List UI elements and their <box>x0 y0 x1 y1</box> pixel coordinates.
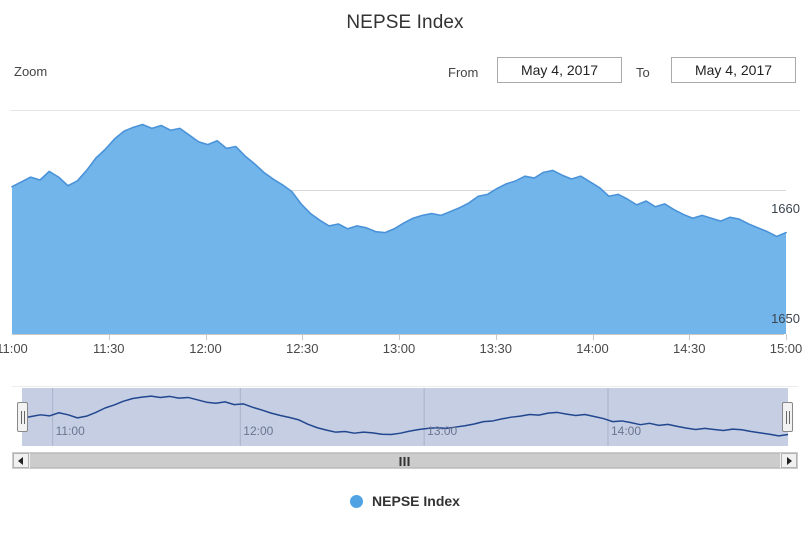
scroll-left-button[interactable] <box>13 453 29 468</box>
x-axis-tick-label: 13:00 <box>382 341 416 356</box>
to-date-input[interactable] <box>671 57 796 83</box>
x-axis-tick-label: 14:00 <box>576 341 609 356</box>
navigator-tick-label: 12:00 <box>243 424 274 438</box>
from-date-input[interactable] <box>497 57 622 83</box>
page-title: NEPSE Index <box>346 12 464 33</box>
navigator-tick-label: 11:00 <box>55 424 85 438</box>
navigator-top-line <box>12 386 798 387</box>
x-axis-tick-label: 13:30 <box>479 341 513 356</box>
y-axis-label-high: 1660 <box>771 201 800 216</box>
x-axis-tick <box>302 334 304 340</box>
from-label: From <box>448 65 479 80</box>
x-axis-tick <box>108 334 110 340</box>
header-divider <box>10 110 800 111</box>
x-axis-tick-label: 12:00 <box>189 341 222 356</box>
legend-series-label: NEPSE Index <box>372 493 460 509</box>
navigator-handle-right[interactable] <box>782 402 793 432</box>
to-label: To <box>636 65 650 80</box>
range-selector: Zoom From To <box>0 55 810 93</box>
main-chart-plot[interactable] <box>0 114 810 336</box>
x-axis-tick <box>399 334 400 340</box>
navigator-tick-label: 14:00 <box>610 424 642 438</box>
x-axis-tick-label: 12:30 <box>285 341 319 356</box>
x-axis-tick-label: 14:30 <box>672 341 706 356</box>
navigator[interactable]: 11:00 12:00 13:00 14:00 <box>12 386 798 448</box>
x-axis-tick <box>786 334 787 340</box>
scroll-right-button[interactable] <box>781 453 797 468</box>
y-axis-label-low: 1650 <box>771 311 800 326</box>
navigator-scrollbar[interactable] <box>12 452 798 469</box>
chevron-right-icon <box>787 456 792 465</box>
legend-marker-icon <box>350 494 364 508</box>
x-axis-tick <box>205 334 207 340</box>
zoom-label: Zoom <box>14 64 48 79</box>
x-axis-tick-label: 11:30 <box>92 341 125 356</box>
area-series-svg <box>11 123 787 334</box>
chart-legend[interactable]: NEPSE Index <box>0 488 810 514</box>
x-axis-tick-label: 15:00 <box>769 341 803 356</box>
navigator-series-svg <box>21 388 789 446</box>
x-axis-tick-label: 11:00 <box>0 341 28 356</box>
navigator-handle-left[interactable] <box>17 402 28 432</box>
x-axis: 11:00 11:30 12:00 12:30 13:00 13:30 14:00 14:30… <box>0 334 810 362</box>
navigator-selected-band[interactable] <box>22 388 788 446</box>
x-axis-tick <box>495 334 497 340</box>
chevron-left-icon <box>18 456 23 465</box>
scrollbar-grip-icon <box>399 457 411 466</box>
scrollbar-thumb[interactable] <box>30 453 780 468</box>
x-axis-tick <box>689 334 691 340</box>
navigator-tick-label: 13:00 <box>427 424 458 438</box>
x-axis-line <box>12 334 784 335</box>
x-axis-tick <box>592 334 594 340</box>
